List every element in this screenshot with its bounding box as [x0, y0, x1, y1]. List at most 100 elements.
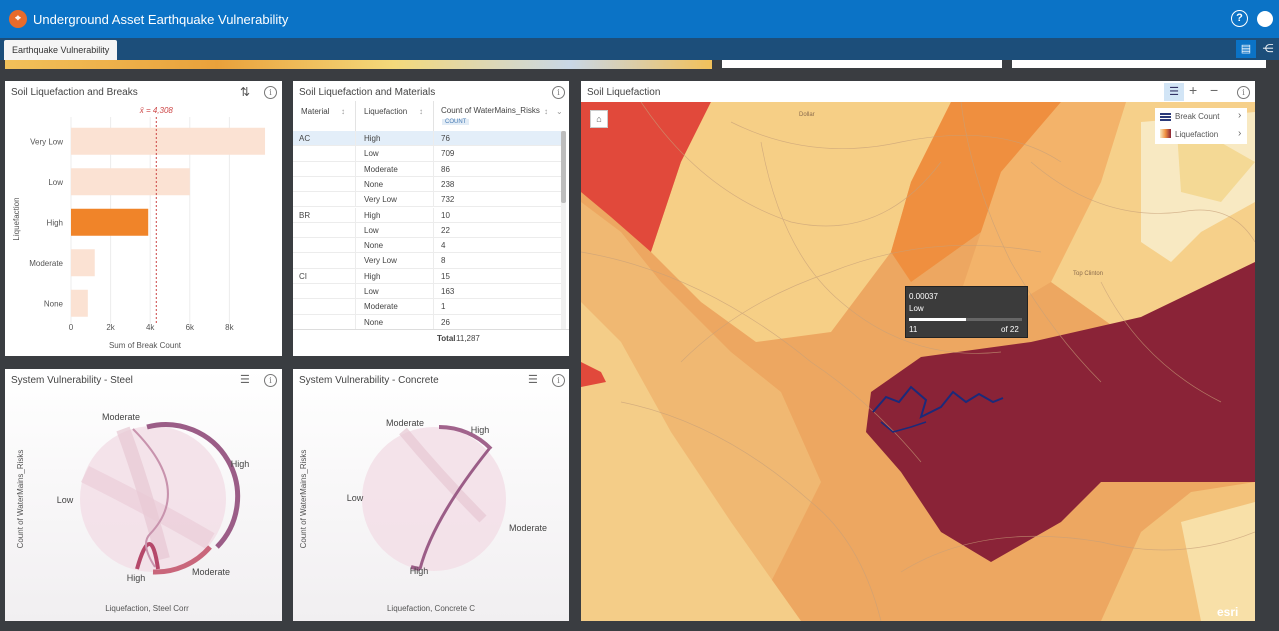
user-icon[interactable] [1257, 11, 1273, 27]
chord-ribbon [132, 428, 169, 568]
sort-icon[interactable]: ↕ [419, 107, 423, 116]
x-tick-label: 4k [146, 323, 155, 332]
table-row[interactable]: AC High 76 [293, 131, 561, 147]
zoom-out-icon[interactable]: − [1210, 82, 1219, 98]
gradient-legend-icon [1160, 129, 1171, 138]
panel-title: System Vulnerability - Concrete [299, 375, 439, 386]
chord-label-high: High [231, 459, 250, 469]
chevron-right-icon[interactable]: › [1238, 128, 1242, 139]
chord-label-high: High [127, 573, 146, 583]
steel-chord-diagram: Moderate High Low Moderate High Liquefac… [16, 412, 250, 613]
scrollbar[interactable] [561, 131, 566, 329]
cell-count: 8 [441, 256, 446, 266]
row-divider [293, 160, 561, 162]
table-row[interactable]: Low 163 [293, 284, 561, 300]
chord-background [362, 427, 506, 571]
table-row[interactable]: CI High 15 [293, 268, 561, 284]
table-row[interactable]: None 26 [293, 314, 561, 329]
column-divider [433, 299, 434, 315]
column-divider [433, 238, 434, 254]
popup-progress-fill [909, 318, 966, 321]
chord-label-low: Low [57, 495, 74, 505]
chord-arc-high [438, 424, 493, 451]
chord-label-moderate: Moderate [509, 523, 547, 533]
column-divider [433, 268, 434, 284]
map-canvas[interactable]: Dollar Top Clinton [581, 102, 1255, 621]
cell-count: 163 [441, 287, 455, 296]
row-divider [293, 191, 561, 193]
table-row[interactable]: BR High 10 [293, 207, 561, 223]
chord-label-moderate: Moderate [386, 418, 424, 428]
scrollbar-thumb[interactable] [561, 131, 566, 203]
share-nodes-icon[interactable]: ⋲ [1262, 43, 1274, 55]
cell-liquefaction: High [364, 210, 381, 220]
cell-count: 709 [441, 149, 455, 159]
sort-icon[interactable]: ⇅ [240, 85, 251, 99]
cell-count: 26 [441, 317, 450, 327]
chevron-down-icon[interactable]: ⌄ [556, 107, 563, 116]
list-icon[interactable]: ☰ [240, 374, 250, 386]
map-legend: Break Count › Liquefaction › [1155, 108, 1247, 144]
map-panel: Soil Liquefaction ☰ + − i [581, 81, 1255, 621]
table-row[interactable]: Moderate 1 [293, 299, 561, 315]
column-header-liquefaction[interactable]: Liquefaction [364, 107, 408, 116]
tab-earthquake-vulnerability[interactable]: Earthquake Vulnerability [4, 40, 118, 60]
info-icon[interactable]: i [552, 374, 565, 387]
info-icon[interactable]: i [264, 374, 277, 387]
sort-icon[interactable]: ↕ [341, 107, 345, 116]
break-count-line [872, 385, 1004, 419]
info-icon[interactable]: i [1237, 86, 1250, 99]
chord-ribbon-high [418, 448, 491, 570]
row-divider [293, 282, 561, 284]
zone-moderate [891, 102, 1061, 282]
cell-liquefaction: High [364, 134, 381, 143]
column-header-count[interactable]: Count of WaterMains_Risks [441, 106, 540, 115]
layout-icon[interactable]: ▤ [1236, 40, 1256, 58]
zone-very-low [651, 102, 951, 342]
bar[interactable] [71, 289, 88, 317]
bar[interactable] [71, 168, 190, 196]
zone-high-red [581, 362, 606, 387]
column-divider [433, 207, 434, 223]
zoom-in-icon[interactable]: + [1189, 82, 1198, 98]
cell-count: 22 [441, 225, 450, 235]
place-label: Top Clinton [1073, 271, 1103, 277]
info-icon[interactable]: i [552, 86, 565, 99]
column-header-material[interactable]: Material [301, 107, 330, 116]
chord-label-moderate: Moderate [192, 567, 230, 577]
map-strip-top [5, 60, 712, 69]
bar[interactable] [71, 127, 266, 155]
legend-toggle-icon[interactable]: ☰ [1164, 83, 1184, 101]
column-divider [433, 146, 434, 162]
table-row[interactable]: None 4 [293, 238, 561, 254]
column-divider [433, 222, 434, 239]
table-row[interactable]: Very Low 732 [293, 192, 561, 208]
chord-arc-high [410, 565, 421, 571]
home-icon[interactable]: ⌂ [590, 110, 608, 128]
row-divider [293, 175, 561, 177]
x-tick-label: 2k [106, 323, 115, 332]
table-row[interactable]: Low 22 [293, 222, 561, 239]
x-axis-label: Liquefaction, Concrete C [387, 604, 475, 613]
bar[interactable] [71, 208, 149, 236]
table-row[interactable]: Very Low 8 [293, 253, 561, 269]
column-divider [433, 176, 434, 193]
cell-material: AC [299, 134, 311, 143]
chevron-right-icon[interactable]: › [1238, 110, 1242, 121]
row-divider [293, 252, 561, 254]
concrete-chord-panel: System Vulnerability - Concrete ☰ i Mode… [293, 369, 569, 621]
sort-icon[interactable]: ↕ [544, 107, 548, 116]
mean-label: x̄ = 4,308 [139, 106, 174, 115]
zone-very-low [581, 302, 801, 621]
table-row[interactable]: Moderate 86 [293, 161, 561, 177]
legend-item-label[interactable]: Break Count [1175, 112, 1220, 121]
materials-table-panel: Soil Liquefaction and Materials i Materi… [293, 81, 569, 356]
table-row[interactable]: Low 709 [293, 146, 561, 162]
info-icon[interactable]: i [264, 86, 277, 99]
help-icon[interactable]: ? [1231, 10, 1248, 27]
bar[interactable] [71, 249, 95, 277]
legend-item-label[interactable]: Liquefaction [1175, 130, 1219, 139]
cell-liquefaction: High [364, 271, 381, 281]
table-row[interactable]: None 238 [293, 176, 561, 193]
list-icon[interactable]: ☰ [528, 374, 538, 386]
